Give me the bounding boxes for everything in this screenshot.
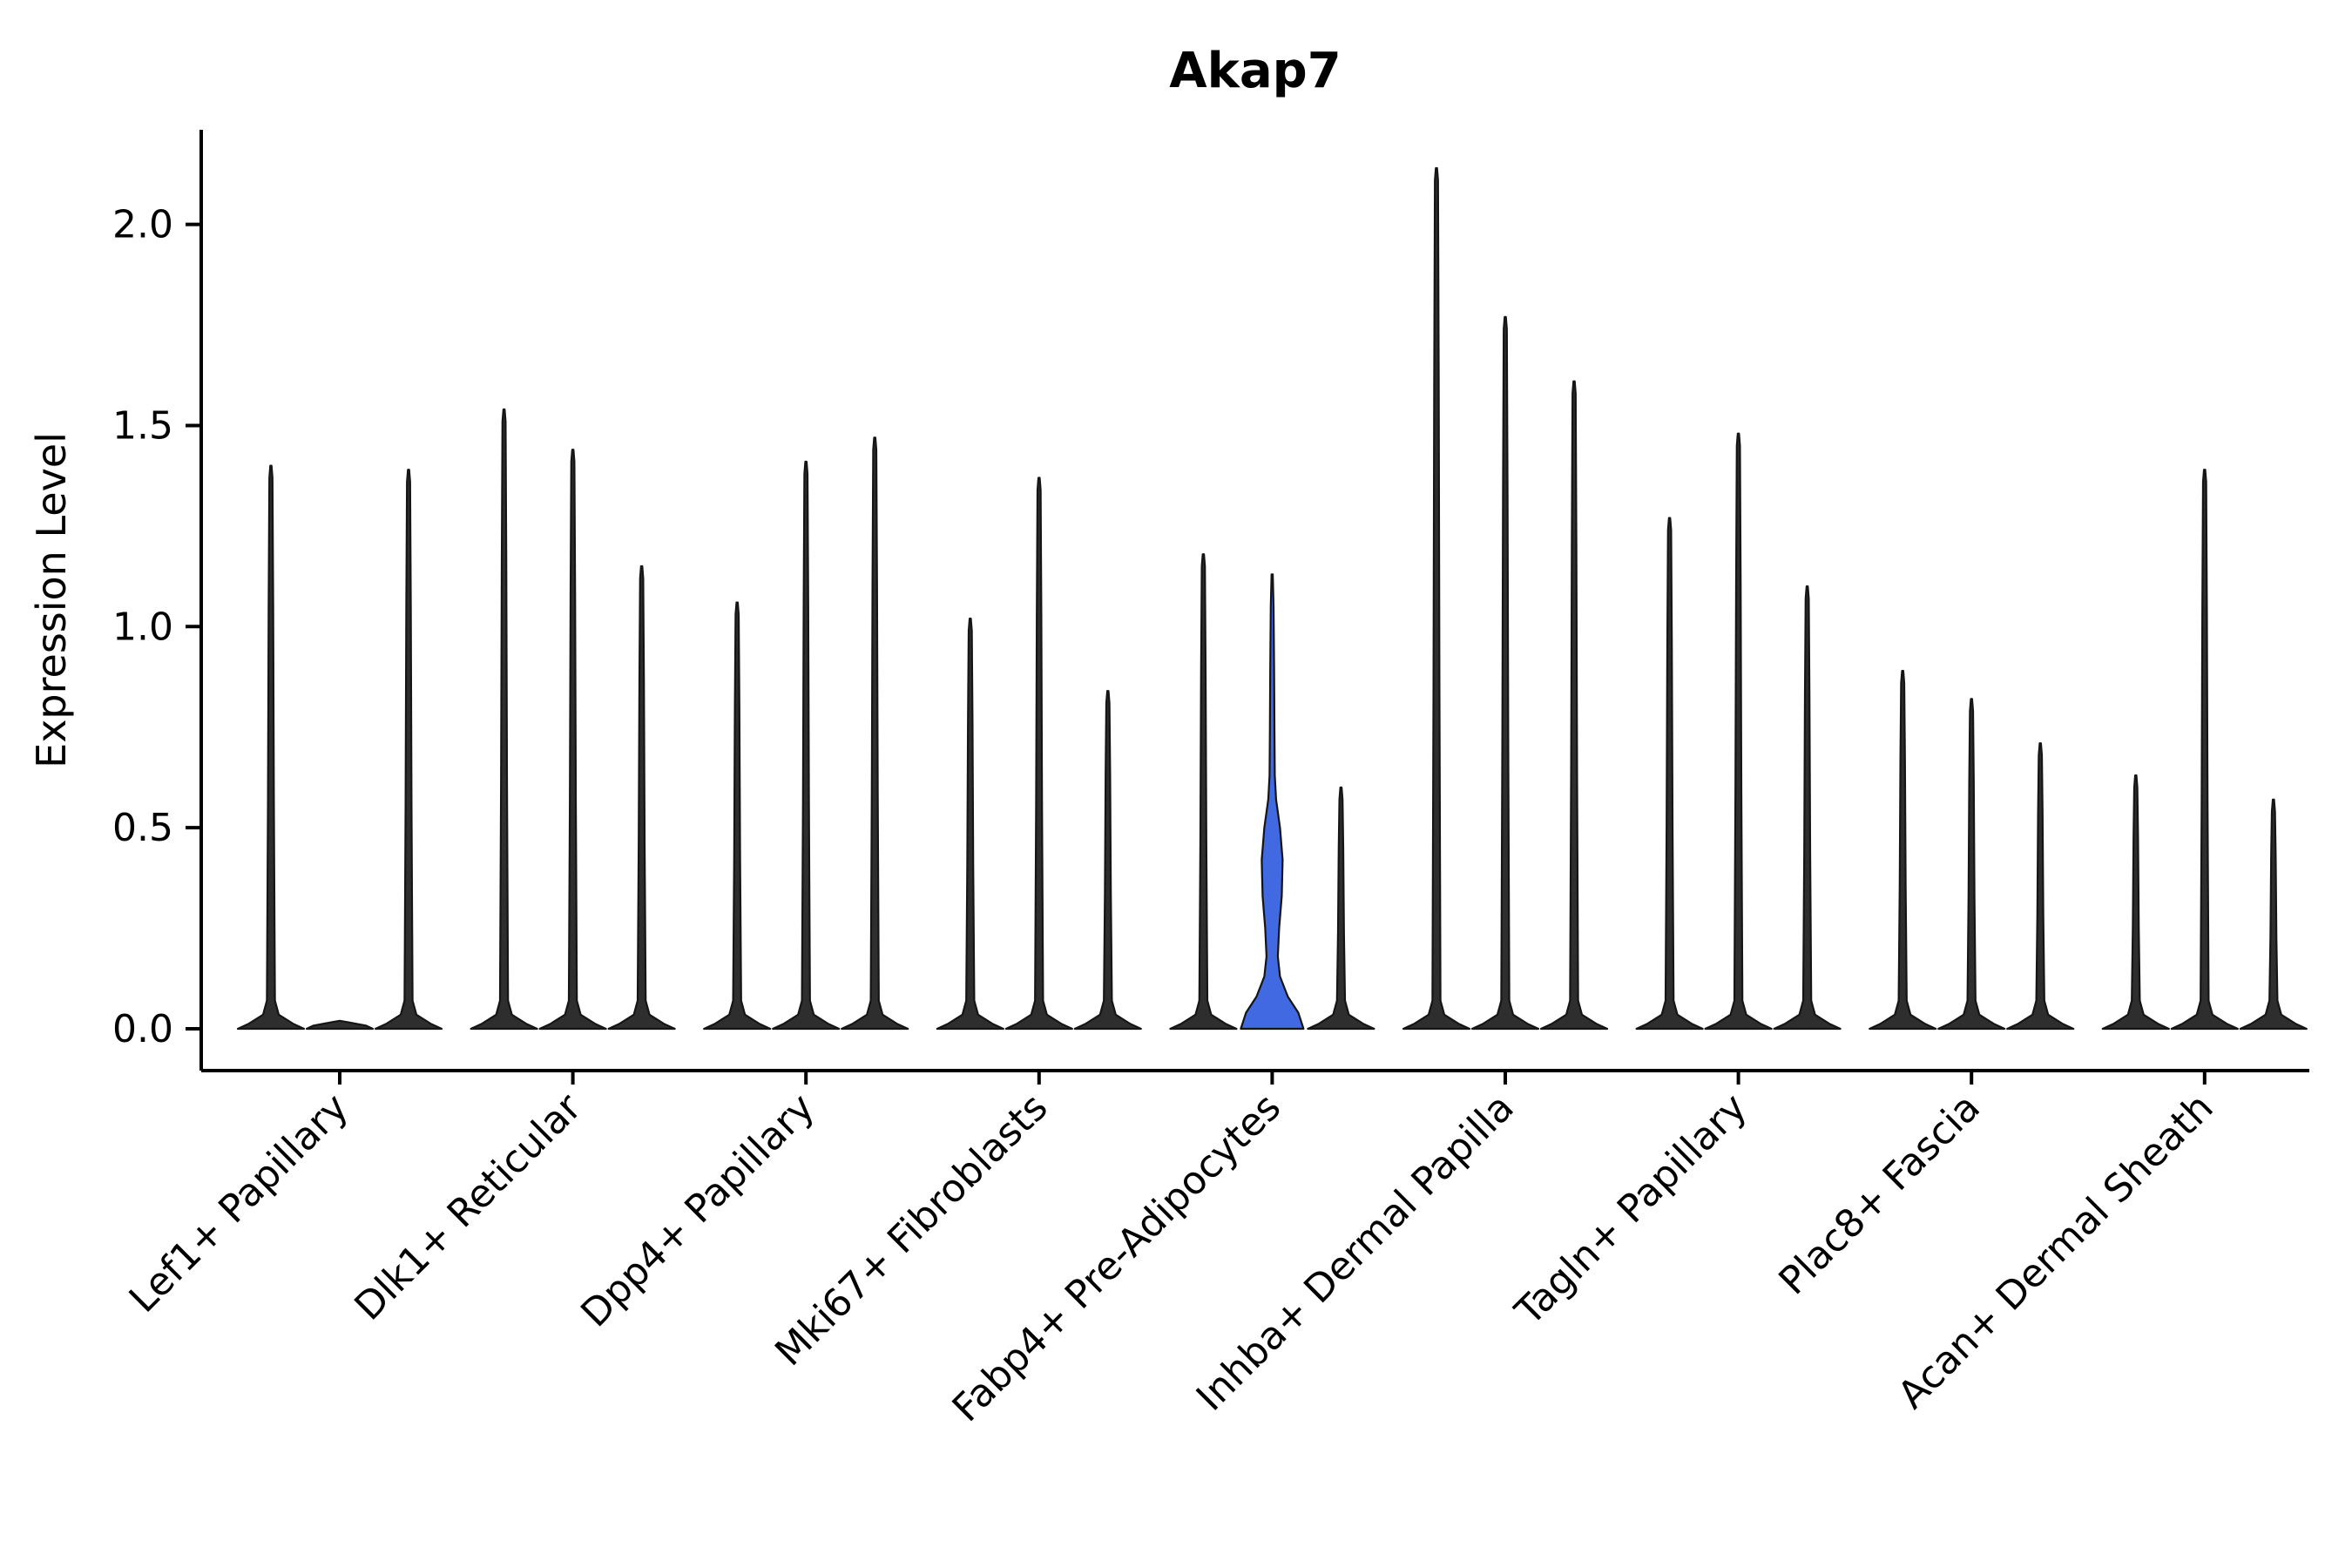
x-tick-label: Lef1+ Papillary: [121, 1085, 357, 1321]
violin: [538, 449, 607, 1031]
violin: [2101, 774, 2170, 1031]
violin: [936, 618, 1004, 1031]
violin: [305, 1019, 375, 1031]
violin: [374, 469, 443, 1031]
x-tick-label: Dpp4+ Papillary: [572, 1085, 823, 1336]
violin: [607, 564, 676, 1031]
violin: [1937, 698, 2006, 1031]
chart-title: Akap7: [1169, 43, 1341, 99]
y-tick-label: 0.0: [112, 1007, 173, 1051]
x-tick-label: Tagln+ Papillary: [1506, 1085, 1755, 1335]
violin: [1635, 517, 1704, 1031]
violin-highlighted: [1240, 573, 1305, 1031]
y-tick-label: 1.5: [112, 403, 173, 448]
violin: [1307, 786, 1375, 1031]
violin: [470, 408, 538, 1031]
violin: [703, 601, 772, 1031]
violin: [1402, 166, 1471, 1031]
violin: [1004, 476, 1073, 1031]
violin: [1169, 553, 1238, 1031]
y-tick-label: 2.0: [112, 203, 173, 247]
violin: [1073, 690, 1142, 1031]
violin: [1704, 432, 1773, 1031]
violin: [2006, 742, 2075, 1031]
y-tick-label: 1.0: [112, 605, 173, 649]
violin: [772, 460, 841, 1031]
violin: [2239, 798, 2308, 1031]
violin: [1869, 670, 1937, 1031]
x-tick-label: Plac8+ Fascia: [1770, 1085, 1989, 1304]
y-tick-label: 0.5: [112, 806, 173, 850]
violin: [1470, 315, 1540, 1031]
violin: [1773, 585, 1842, 1031]
y-axis-label: Expression Level: [28, 432, 75, 768]
violin: [841, 436, 909, 1031]
x-tick-label: Dlk1+ Reticular: [346, 1085, 591, 1329]
violin: [236, 464, 306, 1031]
violin: [1539, 380, 1609, 1031]
violin: [2170, 469, 2239, 1031]
